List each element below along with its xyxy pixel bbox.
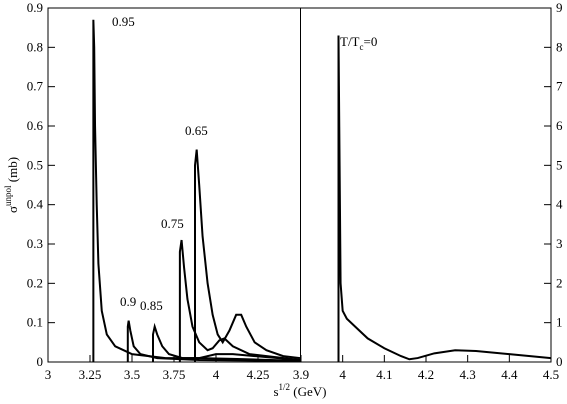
curve-label: 0.95 — [112, 14, 135, 29]
curve-label: 0.65 — [185, 123, 208, 138]
y-label-sup: unpol — [3, 185, 13, 206]
y-tick-label: 5 — [556, 157, 563, 172]
annotation: T/Tc=0 — [340, 34, 377, 52]
curve-label: 0.85 — [140, 298, 163, 313]
curve-label: 0.9 — [120, 294, 136, 309]
y-tick-label: 0 — [556, 354, 563, 369]
curve-label: 0.75 — [161, 216, 184, 231]
y-tick-label: 4 — [556, 197, 563, 212]
x-tick-label: 4.3 — [460, 367, 476, 382]
y-label-unit: (mb) — [5, 157, 20, 186]
x-tick-label: 4.4 — [501, 367, 518, 382]
curve — [152, 322, 301, 362]
x-axis-label: s1/2 (GeV) — [273, 382, 326, 399]
y-tick-label: 0.6 — [27, 118, 44, 133]
x-tick-label: 3.5 — [124, 367, 140, 382]
y-axis-label: σunpol (mb) — [3, 157, 20, 213]
x-tick-label: 3 — [45, 367, 52, 382]
y-tick-label: 0.1 — [27, 315, 43, 330]
y-tick-label: 1 — [556, 315, 563, 330]
x-label-unit: (GeV) — [290, 384, 326, 399]
x-tick-label: 3.25 — [79, 367, 102, 382]
y-tick-label: 0.9 — [27, 0, 43, 15]
curve — [194, 149, 301, 362]
curve — [178, 239, 301, 362]
y-tick-label: 0 — [37, 354, 44, 369]
curve — [92, 19, 301, 362]
curve — [126, 320, 301, 362]
x-tick-label: 4.5 — [543, 367, 559, 382]
y-tick-label: 8 — [556, 39, 563, 54]
x-label-main: s — [273, 384, 278, 399]
y-tick-label: 0.2 — [27, 275, 43, 290]
annotation-rest: =0 — [364, 34, 378, 49]
x-tick-label: 4.2 — [418, 367, 434, 382]
plot-frame — [47, 7, 552, 363]
x-tick-label: 3.75 — [163, 367, 186, 382]
y-tick-label: 7 — [556, 79, 563, 94]
y-label-main: σ — [5, 206, 20, 213]
y-tick-label: 6 — [556, 118, 563, 133]
y-tick-label: 3 — [556, 236, 563, 251]
x-tick-label: 4 — [213, 367, 220, 382]
x-tick-label: 4.25 — [247, 367, 270, 382]
curve — [337, 35, 552, 362]
x-label-sup: 1/2 — [279, 382, 291, 392]
x-tick-label: 3.9 — [293, 367, 309, 382]
y-tick-label: 2 — [556, 275, 563, 290]
y-tick-label: 0.5 — [27, 157, 43, 172]
y-tick-label: 0.8 — [27, 39, 43, 54]
x-tick-label: 4 — [339, 367, 346, 382]
y-tick-label: 9 — [556, 0, 563, 15]
annotation-main: T/T — [340, 34, 360, 49]
y-tick-label: 0.7 — [27, 79, 44, 94]
annotation-sub: c — [360, 42, 364, 52]
x-tick-label: 4.1 — [376, 367, 392, 382]
y-tick-label: 0.4 — [27, 197, 44, 212]
y-tick-label: 0.3 — [27, 236, 43, 251]
